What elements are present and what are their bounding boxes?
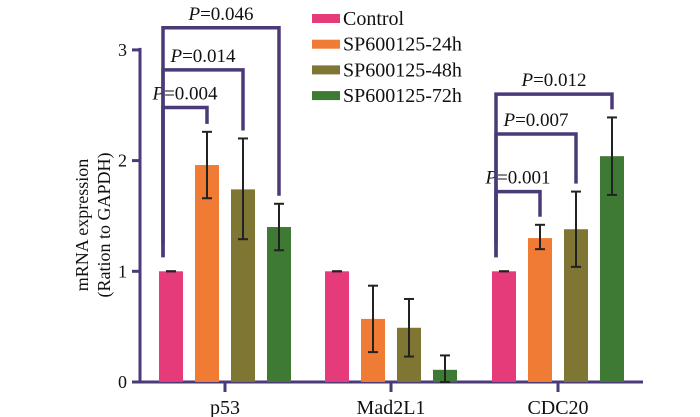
bar-control [325,271,349,382]
p-label: P [151,83,164,104]
p-value-label: P=0.001 [484,168,550,189]
legend-swatch [312,91,340,101]
legend-label: SP600125-48h [343,59,462,81]
p-value-label: P=0.014 [169,46,236,67]
significance-bracket [494,92,614,258]
x-tick-label: p53 [210,397,240,417]
y-tick-label: 3 [118,40,127,60]
x-tick-label: CDC20 [527,397,588,417]
legend-label: SP600125-24h [343,34,462,56]
y-axis-label-line1: mRNA expression [72,159,92,292]
y-axis-label-line2: (Ration to GAPDH) [94,153,115,298]
p-value-label: P=0.004 [151,83,218,104]
significance-bracket [494,189,542,244]
y-tick-label: 1 [118,261,127,281]
bar-sp600125-24h [528,238,552,382]
p-value: =0.004 [164,83,218,104]
p-value-label: P=0.046 [187,4,253,25]
bar-control [492,271,516,382]
y-tick-label: 2 [118,151,127,171]
p-value: =0.007 [515,110,568,131]
legend-swatch [312,65,340,75]
p-label: P [502,110,515,131]
legend-swatch [312,39,340,49]
p-label: P [187,4,200,25]
significance-bracket [161,26,281,258]
x-tick-label: Mad2L1 [357,397,426,417]
p-label: P [484,168,497,189]
y-tick-label: 0 [118,372,127,392]
legend-swatch [312,14,340,23]
p-value: =0.001 [497,168,550,189]
p-value: =0.046 [200,4,253,25]
p-value-label: P=0.007 [502,110,568,131]
p-label: P [169,46,182,67]
y-axis-label: mRNA expression (Ration to GAPDH) [72,153,115,298]
legend-label: Control [343,8,405,30]
bar-control [159,271,183,382]
p-value: =0.012 [533,70,586,91]
p-value-label: P=0.012 [520,70,586,91]
legend-label: SP600125-72h [343,85,462,107]
p-value: =0.014 [182,46,236,67]
bar-sp600125-24h [195,165,219,382]
bar-sp600125-72h [267,227,291,382]
p-label: P [520,70,533,91]
